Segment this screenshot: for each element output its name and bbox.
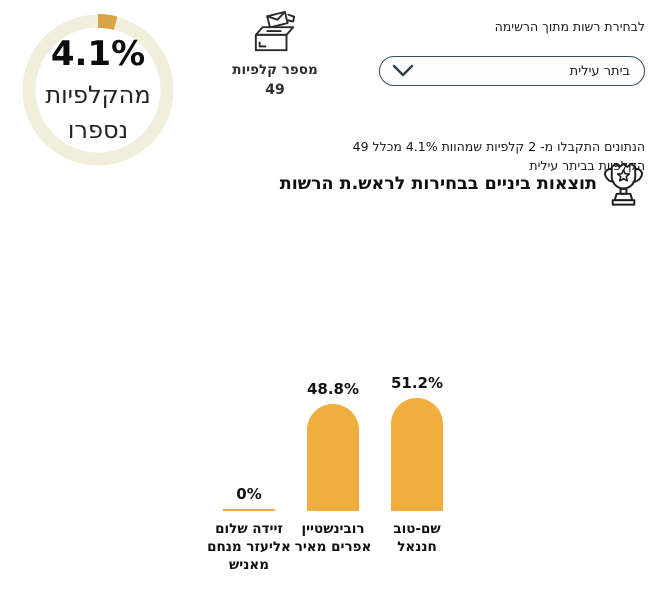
counted-caption-line2: נספרו xyxy=(67,116,129,145)
authority-select[interactable]: ביתר עילית xyxy=(379,56,645,86)
polling-stations-block: מספר קלפיות 49 xyxy=(218,9,332,98)
authority-select-value: ביתר עילית xyxy=(569,63,630,79)
chart-column: 48.8% רובינשטיין אפרים מאיר xyxy=(291,360,375,575)
bar-area: 48.8% xyxy=(291,360,375,511)
bar-category-label: רובינשטיין אפרים מאיר xyxy=(294,521,372,556)
page-title: תוצאות ביניים בבחירות לראש.ת הרשות xyxy=(279,174,597,194)
bar xyxy=(223,509,275,511)
stations-label: מספר קלפיות xyxy=(232,62,318,78)
chart-column: 0% זיידה שלום אליעזר מנחם מאניש xyxy=(207,360,291,575)
bar-area: 51.2% xyxy=(375,360,459,511)
bar-area: 0% xyxy=(207,360,291,511)
progress-ring xyxy=(22,14,174,166)
counted-percent: 4.1% xyxy=(50,34,146,75)
results-bar-chart: 51.2% שם-טוב חננאל 48.8% רובינשטיין אפרים מ… xyxy=(207,360,459,575)
stations-count: 49 xyxy=(265,82,285,98)
bar-value-label: 48.8% xyxy=(306,380,360,398)
bar-value-label: 0% xyxy=(236,485,262,503)
authority-select-label: לבחירת רשות מתוך הרשימה xyxy=(494,19,645,34)
counted-summary: 4.1% מהקלפיות נספרו xyxy=(15,7,181,173)
trophy-icon xyxy=(600,158,647,216)
bar xyxy=(391,398,443,511)
counted-caption-line1: מהקלפיות xyxy=(45,81,151,110)
bar-category-label: שם-טוב חננאל xyxy=(393,521,441,556)
bar xyxy=(307,404,359,511)
bar-value-label: 51.2% xyxy=(390,374,444,392)
ring-progress-segment xyxy=(22,14,174,166)
counted-progress-donut: 4.1% מהקלפיות נספרו xyxy=(15,7,181,173)
chart-column: 51.2% שם-טוב חננאל xyxy=(375,360,459,575)
data-received-summary: הנתונים התקבלו מ- 2 קלפיות שמהוות 4.1% מ… xyxy=(352,139,645,173)
bar-category-label: זיידה שלום אליעזר מנחם מאניש xyxy=(207,521,291,574)
ballot-box-icon xyxy=(250,9,300,59)
chevron-down-icon xyxy=(392,62,414,81)
